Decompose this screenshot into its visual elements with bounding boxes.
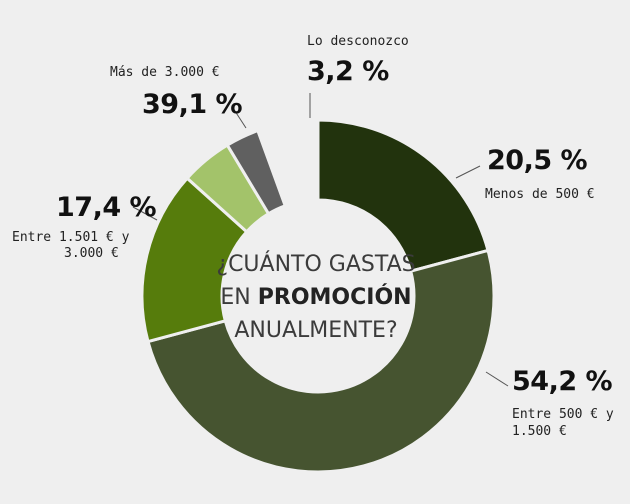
label-entre1501-text-1: Entre 1.501 € y (12, 230, 130, 245)
title-line-1: ¿CUÁNTO GASTAS (216, 252, 416, 277)
label-desconozco-pct: 3,2 % (307, 56, 389, 87)
label-menos500-pct: 20,5 % (487, 145, 588, 176)
title-line-2: EN PROMOCIÓN (216, 281, 416, 314)
label-entre500-text-2: 1.500 € (512, 424, 567, 439)
chart-title: ¿CUÁNTO GASTAS EN PROMOCIÓN ANUALMENTE? (216, 248, 416, 347)
label-mas3000-text: Más de 3.000 € (110, 65, 220, 80)
title-line-2-strong: PROMOCIÓN (257, 285, 412, 310)
slice-menos500 (316, 118, 490, 273)
title-line-2-prefix: EN (220, 285, 251, 310)
leader-line-mas3000 (232, 107, 247, 129)
label-mas3000-pct: 39,1 % (142, 89, 243, 120)
leader-line-menos500 (455, 165, 481, 179)
label-entre500-text-1: Entre 500 € y (512, 407, 614, 422)
slice-entre500 (146, 248, 496, 474)
leader-line-entre500 (485, 371, 509, 387)
title-line-3: ANUALMENTE? (234, 318, 398, 343)
label-entre500-pct: 54,2 % (512, 366, 613, 397)
label-entre1501-pct: 17,4 % (56, 192, 157, 223)
label-entre1501-text-2: 3.000 € (64, 246, 119, 261)
label-desconozco-text: Lo desconozco (307, 34, 409, 49)
leader-line-entre1501 (132, 206, 158, 221)
label-menos500-text: Menos de 500 € (485, 187, 595, 202)
slice-desconozco (225, 128, 288, 216)
